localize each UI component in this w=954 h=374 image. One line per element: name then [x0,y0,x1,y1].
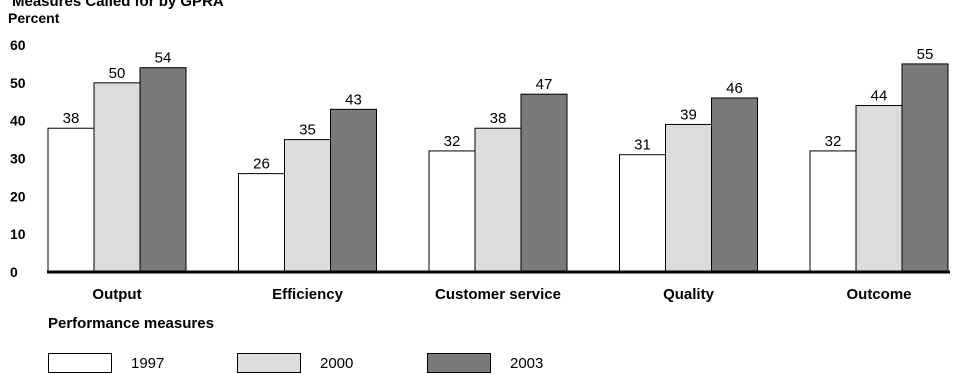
bar-2003-1 [330,108,377,273]
chart-title: Measures Called for by GPRA [12,0,224,10]
bar-chart: 0 10 20 30 40 50 60 38 50 54 Output 26 35 43 Efficienc… [10,37,950,303]
y-tick-label-3: 30 [10,151,26,167]
data-label-2003-1: 43 [345,91,362,108]
bar-1997-0 [47,127,95,273]
legend-label-2000: 2000 [320,355,354,372]
y-tick-label-1: 10 [10,226,26,242]
bar-1997-1 [238,173,285,273]
bar-2003-3 [711,97,758,273]
x-axis-label: Performance measures [48,315,214,332]
bar-2000-0 [93,82,141,273]
y-tick-label-4: 40 [10,113,26,129]
x-tick-label-1: Efficiency [272,286,344,303]
bar-1997-2 [428,150,476,273]
y-tick-label-0: 0 [10,264,18,280]
legend-swatch-2003 [427,353,491,373]
x-tick-label-4: Outcome [846,286,911,303]
legend-label-1997: 1997 [131,355,165,372]
legend-swatch-2000 [237,353,301,373]
data-label-1997-3: 31 [634,137,651,154]
bar-1997-4 [809,150,857,273]
legend: 1997 2000 2003 [0,352,954,374]
data-label-2003-3: 46 [726,80,743,97]
x-tick-label-2: Customer service [435,286,561,303]
bar-2003-2 [520,93,568,273]
bar-2000-3 [665,123,712,273]
data-label-2000-3: 39 [680,106,697,123]
x-tick-label-3: Quality [663,286,715,303]
data-label-1997-2: 32 [444,133,461,150]
data-label-2000-2: 38 [490,110,507,127]
data-label-2000-1: 35 [299,122,316,139]
data-label-1997-0: 38 [63,110,80,127]
y-tick-label-6: 60 [10,37,26,53]
data-label-1997-1: 26 [253,156,270,173]
data-label-2000-0: 50 [109,65,126,82]
bar-2000-4 [855,105,903,273]
bar-2003-0 [139,67,187,273]
data-label-2003-4: 55 [917,46,934,63]
bar-2000-2 [474,127,522,273]
y-tick-label-5: 50 [10,75,26,91]
data-label-2003-0: 54 [155,50,172,67]
legend-label-2003: 2003 [510,355,544,372]
data-label-1997-4: 32 [825,133,842,150]
bar-1997-3 [619,154,666,273]
bar-2000-1 [284,139,331,273]
data-label-2000-4: 44 [871,88,888,105]
bar-2003-4 [901,63,949,273]
legend-swatch-1997 [48,353,112,373]
y-tick-label-2: 20 [10,188,26,204]
data-label-2003-2: 47 [536,76,553,93]
x-tick-label-0: Output [92,286,141,303]
y-axis-label: Percent [8,10,60,26]
